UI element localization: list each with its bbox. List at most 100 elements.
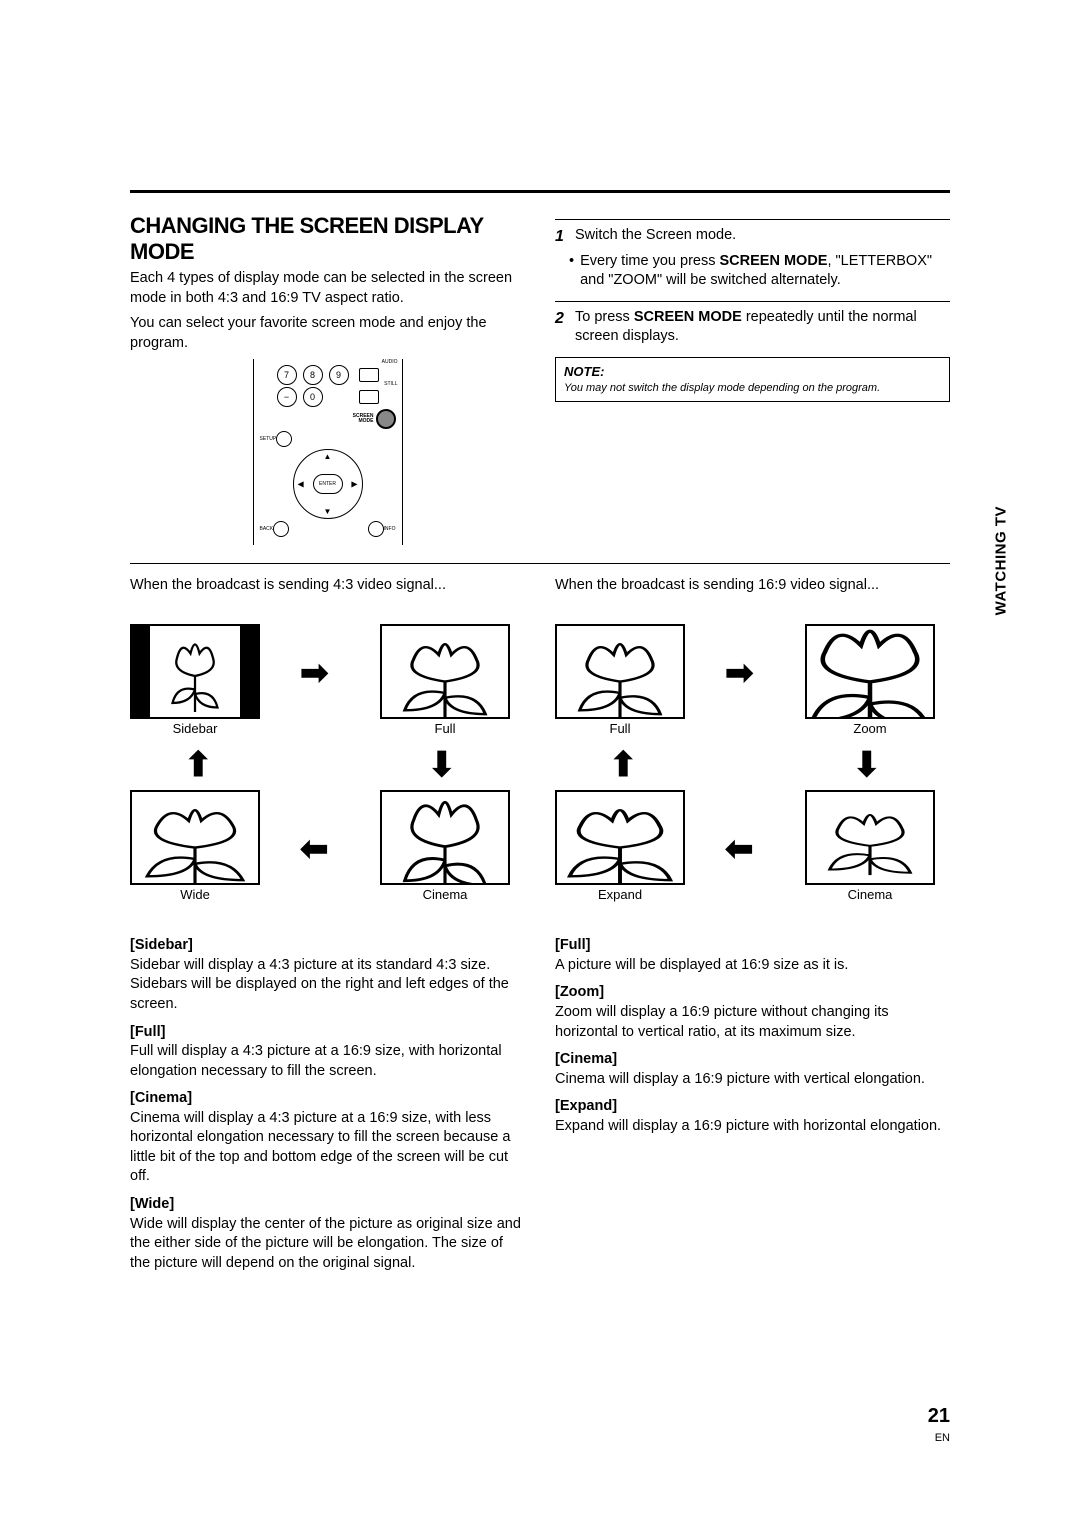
- flower-icon: [382, 626, 508, 717]
- dr0p: A picture will be displayed at 16:9 size…: [555, 956, 950, 976]
- arrow-down-icon: ⬇: [853, 748, 882, 782]
- step-1-text: Switch the Screen mode.: [575, 226, 736, 248]
- dl3h: [Wide]: [130, 1195, 525, 1215]
- arrow-up-icon: ⬆: [609, 748, 638, 782]
- dr2p: Cinema will display a 16:9 picture with …: [555, 1070, 950, 1090]
- flower-icon: [557, 626, 683, 717]
- label-expand: Expand: [555, 887, 685, 902]
- dr2h: [Cinema]: [555, 1050, 950, 1070]
- remote-still-btn: [359, 390, 379, 404]
- label-zoom: Zoom: [805, 721, 935, 736]
- remote-illustration: 7 8 9 AUDIO − 0 STILL: [130, 359, 525, 545]
- box-full-43: Full: [380, 624, 510, 736]
- dpad-right-icon: ▶: [351, 480, 357, 489]
- box-cinema-169: Cinema: [805, 790, 935, 902]
- page-title: CHANGING THE SCREEN DISPLAY MODE: [130, 213, 525, 265]
- step-1-bullet-text: Every time you press SCREEN MODE, "LETTE…: [580, 252, 950, 291]
- s1b-bold: SCREEN MODE: [720, 253, 828, 269]
- remote-label-setup: SETUP: [260, 436, 277, 442]
- intro-p1: Each 4 types of display mode can be sele…: [130, 269, 525, 308]
- box-full-169: Full: [555, 624, 685, 736]
- label-full-43: Full: [380, 721, 510, 736]
- desc-right: [Full] A picture will be displayed at 16…: [555, 936, 950, 1136]
- note-title: NOTE:: [564, 364, 941, 381]
- step-2-num: 2: [555, 308, 569, 347]
- box-expand: Expand: [555, 790, 685, 902]
- step-1: 1 Switch the Screen mode.: [555, 226, 950, 248]
- arrow-up-icon: ⬆: [184, 748, 213, 782]
- desc-left: [Sidebar] Sidebar will display a 4:3 pic…: [130, 936, 525, 1273]
- grid-left: When the broadcast is sending 4:3 video …: [130, 576, 525, 1281]
- label-cinema-43: Cinema: [380, 887, 510, 902]
- remote-label-back: BACK: [260, 526, 274, 532]
- dl2p: Cinema will display a 4:3 picture at a 1…: [130, 1109, 525, 1187]
- step-1-num: 1: [555, 226, 569, 248]
- remote-label-still: STILL: [384, 381, 397, 387]
- s2-bold: SCREEN MODE: [634, 309, 742, 325]
- dl1p: Full will display a 4:3 picture at a 16:…: [130, 1042, 525, 1081]
- dpad-down-icon: ▼: [324, 507, 332, 516]
- box-zoom: Zoom: [805, 624, 935, 736]
- bullet-icon: •: [569, 252, 574, 291]
- arrow-left-icon: ⬅: [725, 832, 754, 866]
- step1-rule: [555, 219, 950, 220]
- arrow-down-icon: ⬇: [428, 748, 457, 782]
- dr0h: [Full]: [555, 936, 950, 956]
- remote-label-info: INFO: [384, 526, 396, 532]
- dl0h: [Sidebar]: [130, 936, 525, 956]
- s2-a: To press: [575, 309, 634, 325]
- flower-icon: [807, 626, 933, 717]
- dr1p: Zoom will display a 16:9 picture without…: [555, 1003, 950, 1042]
- section-tab: WATCHING TV: [992, 506, 1009, 615]
- label-wide: Wide: [130, 887, 260, 902]
- remote-dpad: ▲ ▼ ◀ ▶ ENTER: [293, 449, 363, 519]
- remote-key-7: 7: [277, 365, 297, 385]
- dl2h: [Cinema]: [130, 1089, 525, 1109]
- step-2: 2 To press SCREEN MODE repeatedly until …: [555, 308, 950, 347]
- remote-screenmode-btn: [376, 409, 396, 429]
- frame-full-43: [380, 624, 510, 719]
- frame-wide: [130, 790, 260, 885]
- step-1-bullet: • Every time you press SCREEN MODE, "LET…: [555, 252, 950, 291]
- grid-left-intro: When the broadcast is sending 4:3 video …: [130, 576, 525, 616]
- remote-label-audio: AUDIO: [382, 359, 398, 365]
- cycle-left: Sidebar Full Wide Cinema ➡ ⬇ ⬅ ⬆: [130, 624, 510, 924]
- remote-enter-btn: ENTER: [313, 474, 343, 494]
- remote-key-9: 9: [329, 365, 349, 385]
- remote-audio-btn: [359, 368, 379, 382]
- dl0p: Sidebar will display a 4:3 picture at it…: [130, 956, 525, 1015]
- flower-icon: [382, 792, 508, 883]
- step-2-text: To press SCREEN MODE repeatedly until th…: [575, 308, 950, 347]
- intro-col: CHANGING THE SCREEN DISPLAY MODE Each 4 …: [130, 213, 525, 545]
- note-box: NOTE: You may not switch the display mod…: [555, 357, 950, 402]
- step2-rule: [555, 301, 950, 302]
- arrow-right-icon: ➡: [300, 656, 329, 690]
- dpad-up-icon: ▲: [324, 452, 332, 461]
- mid-rule: [130, 563, 950, 564]
- dl3p: Wide will display the center of the pict…: [130, 1215, 525, 1274]
- flower-icon: [132, 792, 258, 883]
- s1b-a: Every time you press: [580, 253, 719, 269]
- frame-full-169: [555, 624, 685, 719]
- frame-zoom: [805, 624, 935, 719]
- frame-cinema-43: [380, 790, 510, 885]
- dr3h: [Expand]: [555, 1097, 950, 1117]
- remote-info-btn: [368, 521, 384, 537]
- cycle-grids: When the broadcast is sending 4:3 video …: [130, 576, 950, 1281]
- top-rule: [130, 190, 950, 193]
- remote-back-btn: [273, 521, 289, 537]
- remote-key-0: 0: [303, 387, 323, 407]
- frame-cinema-169: [805, 790, 935, 885]
- cycle-right: Full Zoom Expand Cinema ➡ ⬇ ⬅ ⬆: [555, 624, 935, 924]
- label-full-169: Full: [555, 721, 685, 736]
- grid-right: When the broadcast is sending 16:9 video…: [555, 576, 950, 1281]
- steps-col: 1 Switch the Screen mode. • Every time y…: [555, 213, 950, 545]
- top-two-col: CHANGING THE SCREEN DISPLAY MODE Each 4 …: [130, 213, 950, 545]
- frame-sidebar: [130, 624, 260, 719]
- remote-label-mode: MODE: [353, 419, 374, 424]
- frame-expand: [555, 790, 685, 885]
- flower-icon: [807, 792, 933, 883]
- box-wide: Wide: [130, 790, 260, 902]
- intro-p2: You can select your favorite screen mode…: [130, 314, 525, 353]
- dr3p: Expand will display a 16:9 picture with …: [555, 1117, 950, 1137]
